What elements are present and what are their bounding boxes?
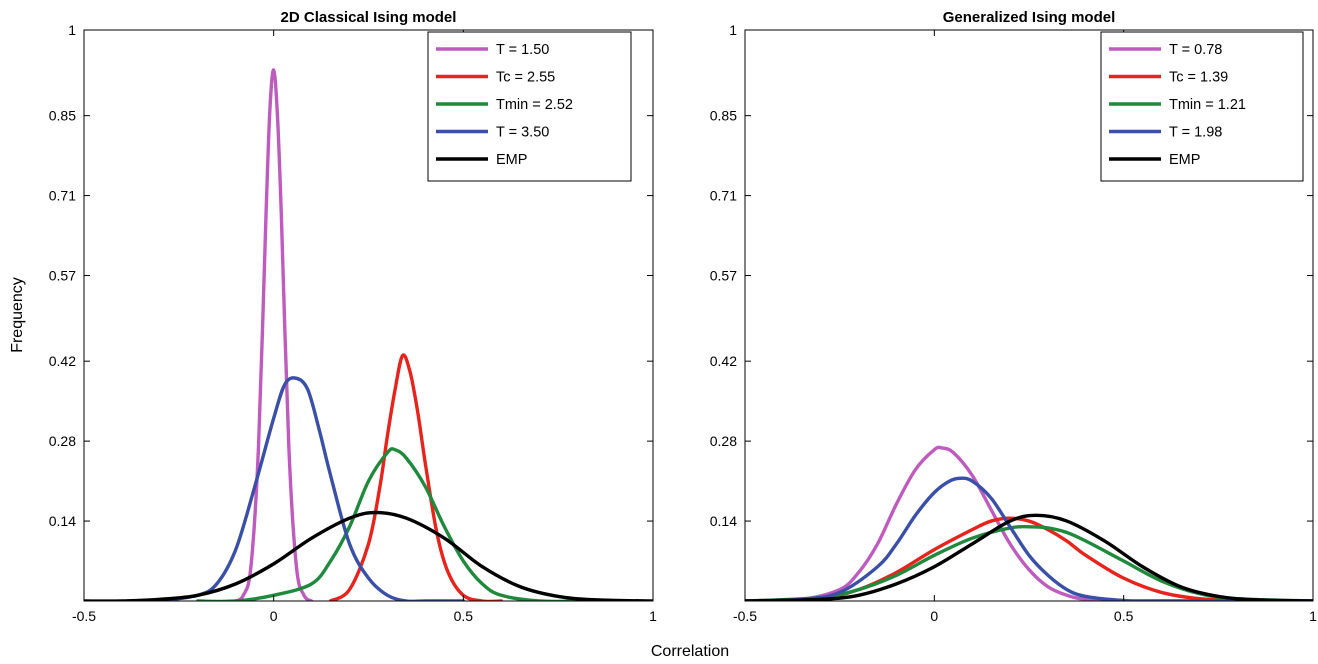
y-tick-label: 0.57: [49, 268, 76, 284]
y-tick-label: 0.42: [49, 353, 76, 369]
legend-label: T = 1.98: [1169, 125, 1222, 141]
x-tick-label: 0: [930, 608, 938, 624]
y-tick-label: 0.28: [710, 433, 737, 449]
series-line-3: [196, 447, 579, 601]
y-tick-label: 0.85: [710, 108, 737, 124]
legend-label: Tmin = 1.21: [1169, 97, 1246, 113]
x-tick-label: 1: [1309, 608, 1317, 624]
series-line-5: [84, 510, 653, 601]
legend-label: Tmin = 2.52: [496, 97, 573, 113]
y-tick-label: 0.42: [710, 353, 737, 369]
y-tick-label: 0.71: [710, 188, 737, 204]
legend-label: EMP: [496, 152, 527, 168]
legend-box: [1100, 31, 1304, 182]
legend-box: [427, 31, 632, 182]
legend-label: T = 3.50: [496, 125, 549, 141]
x-tick-label: 0.5: [1114, 608, 1134, 624]
x-tick-label: -0.5: [733, 608, 757, 624]
series-line-4: [745, 476, 1313, 601]
series-line-5: [745, 513, 1313, 601]
legend-label: Tc = 1.39: [1169, 70, 1228, 86]
y-tick-label: 0.57: [710, 268, 737, 284]
legend-label: EMP: [1169, 152, 1200, 168]
legend-label: Tc = 2.55: [496, 70, 555, 86]
axes-frame: [744, 29, 1314, 602]
axes-frame: [83, 29, 654, 602]
series-line-1: [745, 445, 1313, 601]
x-tick-label: 0: [270, 608, 278, 624]
chart-title: Generalized Ising model: [943, 9, 1116, 26]
legend-label: T = 0.78: [1169, 42, 1222, 58]
y-tick-label: 0.14: [710, 513, 737, 529]
series-lines: [745, 445, 1313, 601]
legend: T = 1.50 Tc = 2.55 Tmin = 2.52 T = 3.50 EMP: [427, 31, 632, 182]
series-line-2: [328, 353, 503, 601]
series-line-4: [158, 376, 466, 601]
series-lines: [84, 68, 653, 601]
panel-1: 2D Classical Ising model -0.5 0 0.5 1 0.14 0.2…: [49, 9, 657, 624]
y-tick-label: 0.14: [49, 513, 76, 529]
figure-xlabel: Correlation: [651, 643, 729, 660]
figure-ylabel: Frequency: [9, 277, 26, 353]
y-tick-label: 0.71: [49, 188, 76, 204]
panel-2: Generalized Ising model -0.5 0 0.5 1 0.14 0.28…: [710, 9, 1317, 624]
chart-title: 2D Classical Ising model: [281, 9, 457, 26]
series-line-1: [234, 68, 314, 601]
x-tick-label: 1: [649, 608, 657, 624]
y-tick-label: 0.28: [49, 433, 76, 449]
y-tick-label: 1: [729, 22, 737, 38]
x-tick-label: 0.5: [454, 608, 474, 624]
y-tick-label: 1: [68, 22, 76, 38]
x-tick-label: -0.5: [72, 608, 96, 624]
y-tick-label: 0.85: [49, 108, 76, 124]
legend: T = 0.78 Tc = 1.39 Tmin = 1.21 T = 1.98 EMP: [1100, 31, 1304, 182]
legend-label: T = 1.50: [496, 42, 549, 58]
